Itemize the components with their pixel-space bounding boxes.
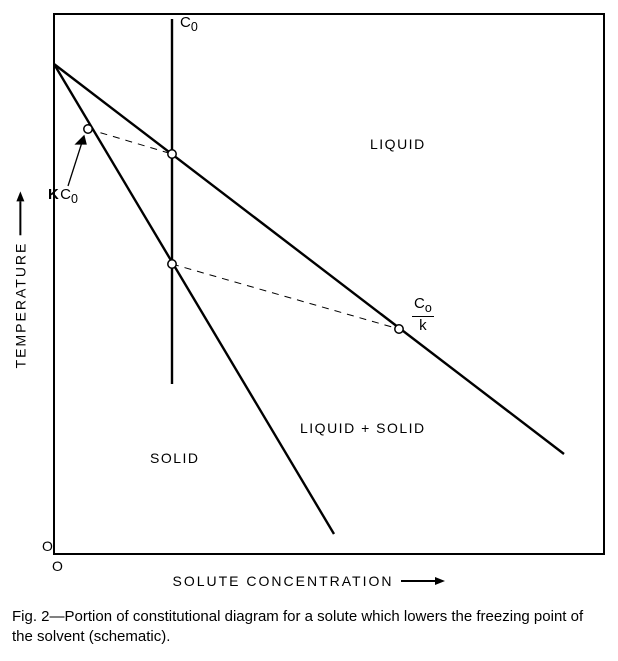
phase-diagram-plot-svg <box>4 4 614 564</box>
plot-border <box>54 14 604 554</box>
marker-liquidus-at-c0 <box>168 150 176 158</box>
x-origin-label: O <box>52 558 64 574</box>
phase-diagram-figure: C0 K C0 Co k LIQUID SOLID LIQUID + SOLID… <box>0 0 618 661</box>
y-axis-label-container: TEMPERATURE <box>10 0 30 560</box>
caption-prefix: Fig. 2— <box>12 608 65 625</box>
c0-label: C0 <box>180 14 198 34</box>
caption-text: Portion of constitutional diagram for a … <box>12 608 583 645</box>
kc0-sub: 0 <box>71 192 78 206</box>
y-axis-label: TEMPERATURE <box>12 192 28 369</box>
region-label-liquid: LIQUID <box>370 136 426 152</box>
frac-den: k <box>412 317 434 333</box>
liquidus-line <box>54 64 564 454</box>
c0-over-k-label: Co k <box>412 296 434 334</box>
x-axis-label: SOLUTE CONCENTRATION <box>0 573 618 589</box>
region-label-solid: SOLID <box>150 450 200 466</box>
figure-caption: Fig. 2—Portion of constitutional diagram… <box>12 607 606 648</box>
origin-label: O <box>42 538 54 554</box>
kc0-main: C <box>60 186 71 203</box>
kc0-label: K C0 <box>48 186 78 206</box>
c0-sub: 0 <box>191 20 198 34</box>
region-label-mixed: LIQUID + SOLID <box>300 420 426 436</box>
marker-c0-over-k <box>395 325 403 333</box>
kc0-prefix: K <box>48 186 59 203</box>
frac-num-sub: o <box>425 301 432 315</box>
y-axis-arrow-icon <box>15 192 25 236</box>
frac-num-main: C <box>414 295 425 312</box>
x-axis-arrow-icon <box>401 576 445 586</box>
marker-kc0 <box>84 125 92 133</box>
marker-solidus-at-c0 <box>168 260 176 268</box>
kc0-arrow <box>68 136 86 186</box>
c0-main: C <box>180 14 191 31</box>
x-axis-text: SOLUTE CONCENTRATION <box>173 573 394 589</box>
y-axis-text: TEMPERATURE <box>12 242 28 369</box>
